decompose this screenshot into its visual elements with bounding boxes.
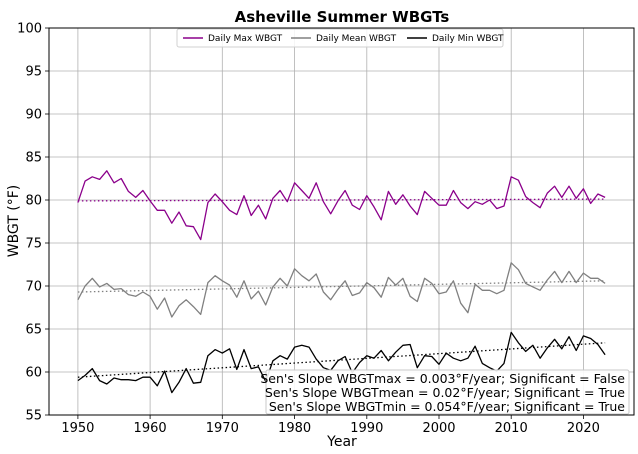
y-tick-label: 70 <box>25 280 42 295</box>
data-series <box>77 170 606 394</box>
y-tick-label: 55 <box>25 409 42 424</box>
y-tick-label: 65 <box>25 323 42 338</box>
y-tick-label: 60 <box>25 366 42 381</box>
sens-slope-annotation: Sen's Slope WBGTmax = 0.003°F/year; Sign… <box>260 369 630 415</box>
x-tick-label: 2010 <box>495 421 528 436</box>
annotation-line-min: Sen's Slope WBGTmin = 0.054°F/year; Sign… <box>269 399 625 414</box>
trend-lines <box>77 198 606 378</box>
legend-label-mean: Daily Mean WBGT <box>316 34 397 44</box>
x-tick-label: 1950 <box>61 421 94 436</box>
annotation-line-mean: Sen's Slope WBGTmean = 0.02°F/year; Sign… <box>265 385 625 400</box>
series-line-max <box>77 170 606 241</box>
series-line-mean <box>77 262 606 318</box>
y-tick-label: 100 <box>17 22 42 37</box>
x-tick-label: 1980 <box>278 421 311 436</box>
legend: Daily Max WBGT Daily Mean WBGT Daily Min… <box>176 28 504 48</box>
legend-box <box>176 28 504 48</box>
x-axis-label: Year <box>326 434 357 450</box>
annotation-box <box>265 369 630 415</box>
annotation-line-max: Sen's Slope WBGTmax = 0.003°F/year; Sign… <box>260 371 625 386</box>
trend-line-min <box>77 342 606 378</box>
x-tick-label: 1970 <box>206 421 239 436</box>
x-tick-label: 2000 <box>422 421 455 436</box>
chart-title: Asheville Summer WBGTs <box>235 8 450 26</box>
axis-ticks: 1950 1960 1970 1980 1990 2000 2010 2020 55 60 65 70… <box>17 22 600 437</box>
plot-frame <box>48 27 635 416</box>
x-tick-label: 1990 <box>350 421 383 436</box>
x-tick-label: 1960 <box>134 421 167 436</box>
y-tick-label: 90 <box>25 108 42 123</box>
y-tick-label: 80 <box>25 194 42 209</box>
legend-label-min: Daily Min WBGT <box>432 34 504 44</box>
y-tick-label: 75 <box>25 237 42 252</box>
x-tick-label: 2020 <box>567 421 600 436</box>
y-axis-label: WBGT (°F) <box>6 185 22 258</box>
y-tick-label: 85 <box>25 151 42 166</box>
y-tick-label: 95 <box>25 65 42 80</box>
series-line-min <box>77 331 606 394</box>
legend-label-max: Daily Max WBGT <box>208 34 283 44</box>
